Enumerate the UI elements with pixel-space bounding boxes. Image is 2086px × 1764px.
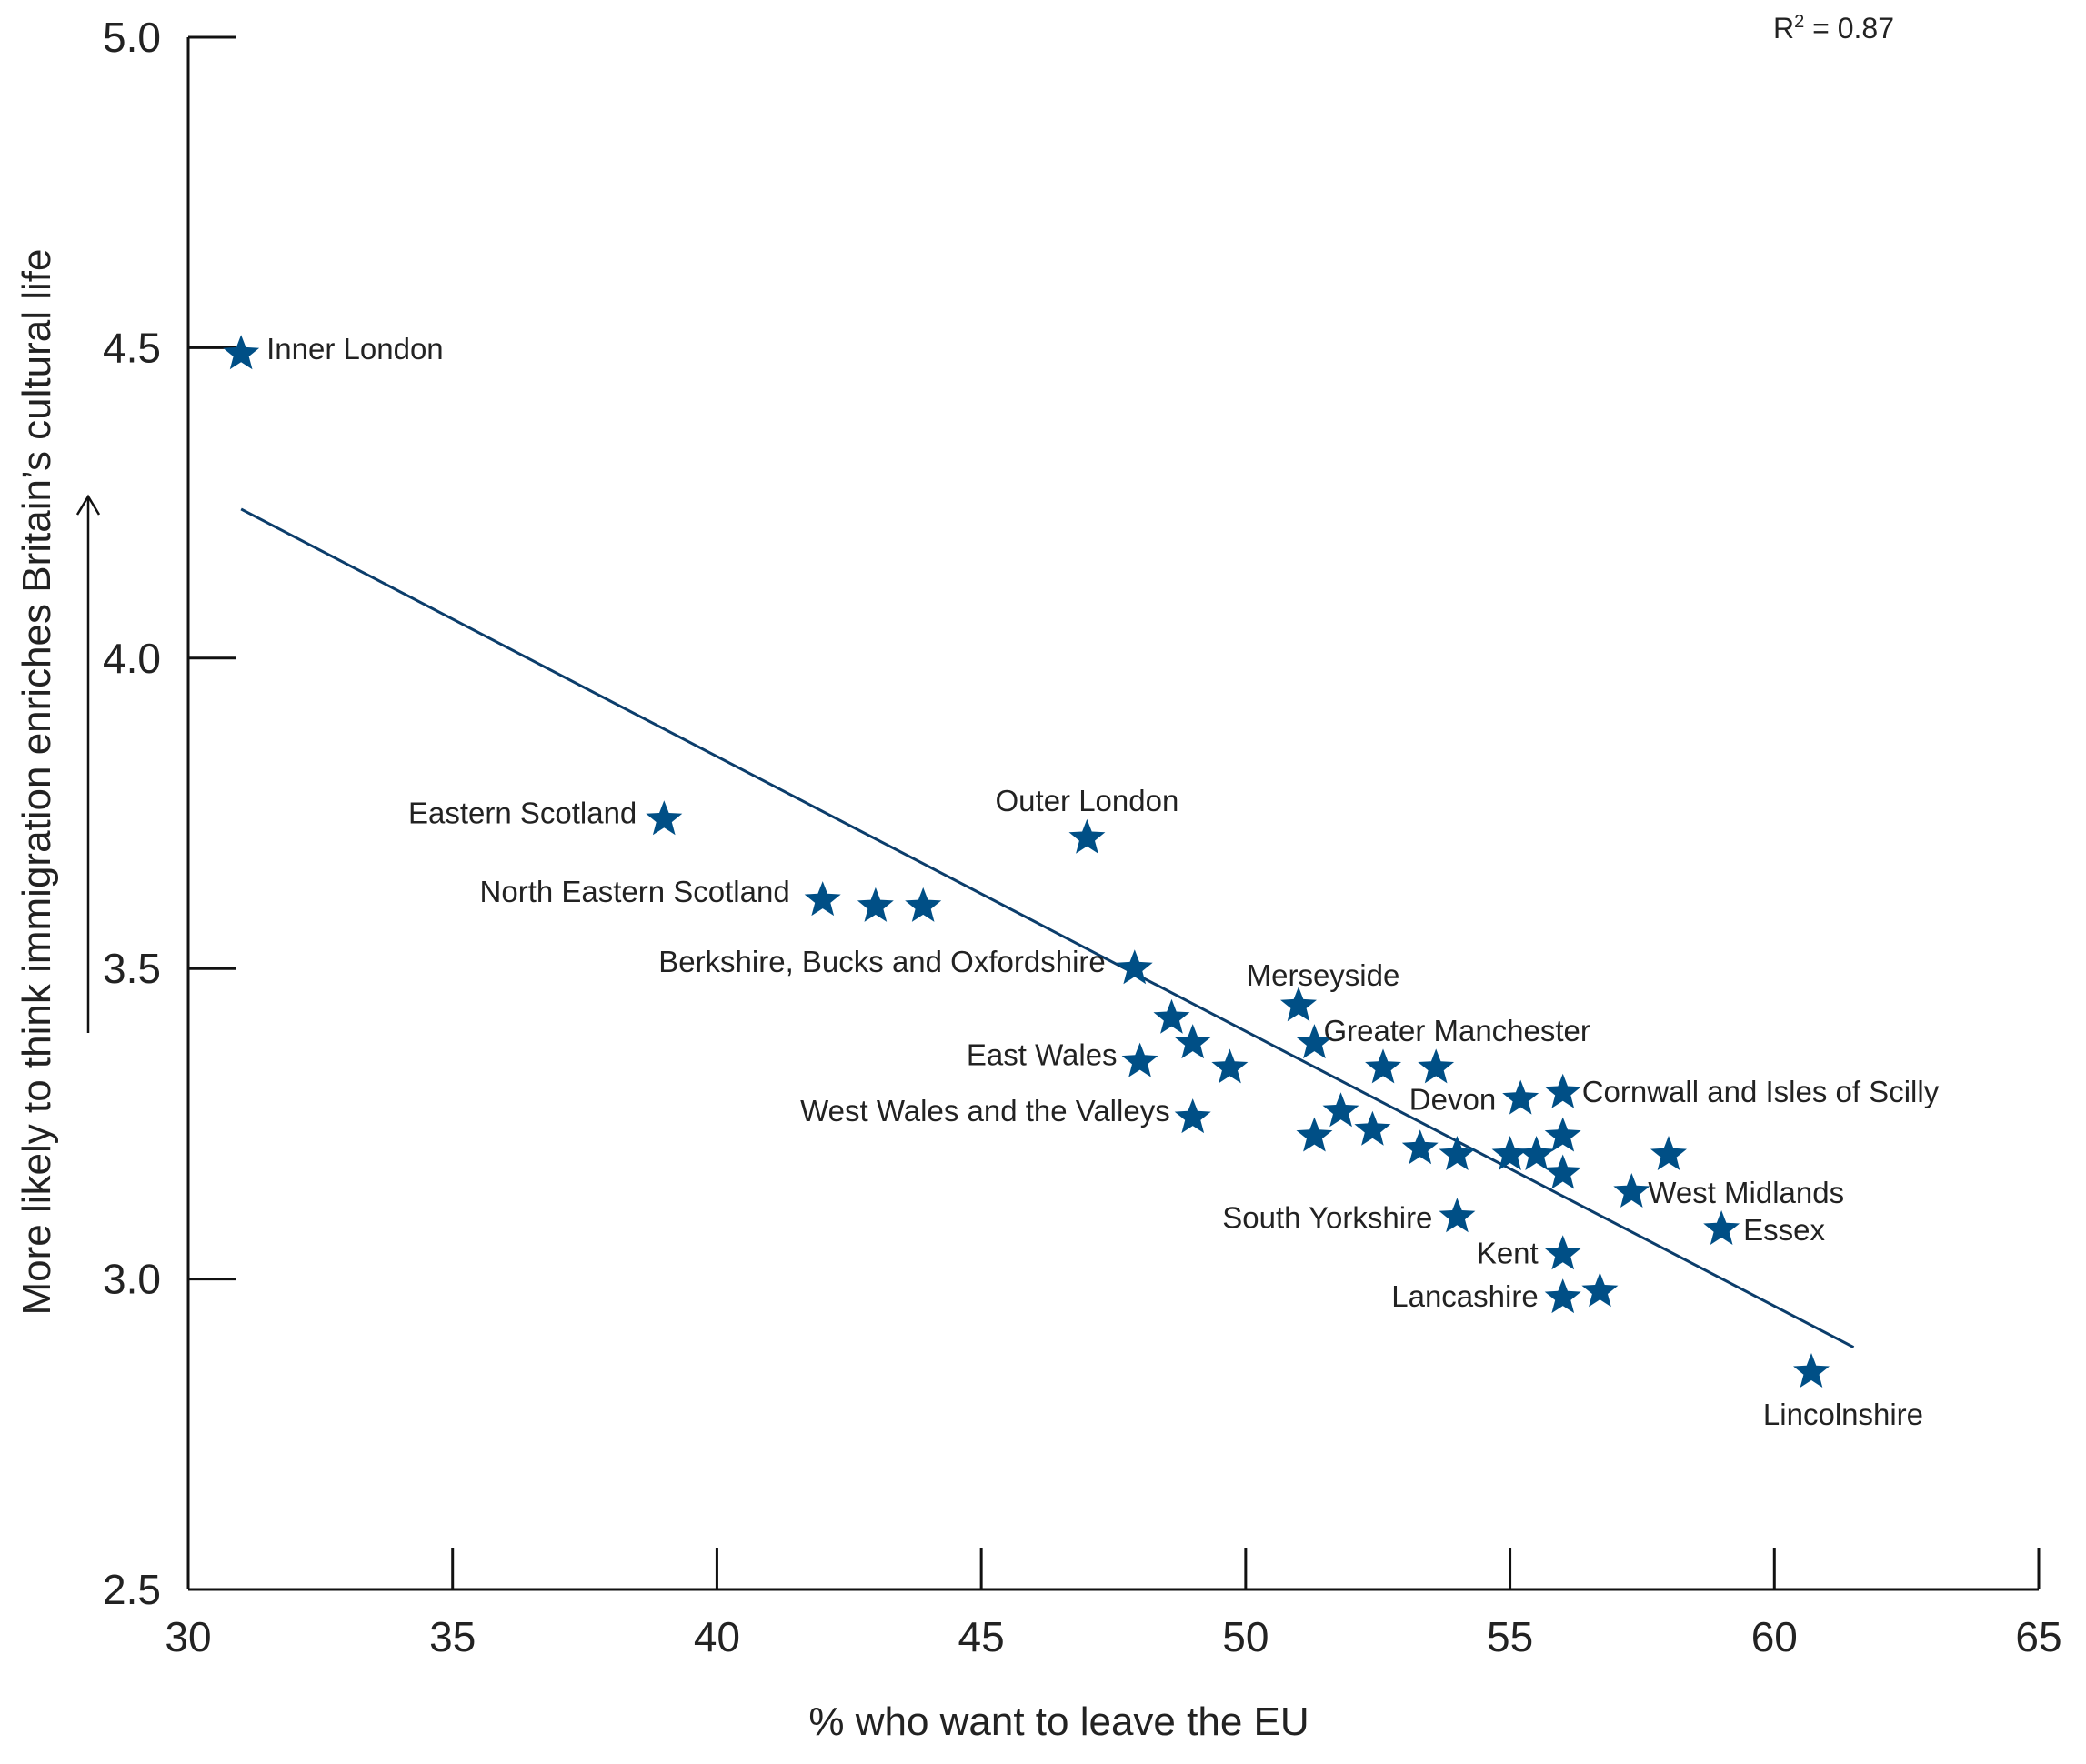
x-axis-title: % who want to leave the EU bbox=[808, 1699, 1309, 1744]
y-tick-label: 2.5 bbox=[103, 1566, 161, 1613]
data-point-star bbox=[1211, 1048, 1249, 1084]
y-axis-title: More likely to think immigration enriche… bbox=[15, 249, 59, 1316]
data-point-star bbox=[804, 881, 841, 917]
data-point-star bbox=[1418, 1048, 1455, 1084]
x-tick-label: 50 bbox=[1222, 1613, 1269, 1660]
data-point-star bbox=[1153, 998, 1190, 1034]
data-point-star bbox=[1544, 1117, 1581, 1152]
x-tick-label: 45 bbox=[958, 1613, 1005, 1660]
axis-text-group: 2.5 3.0 3.5 4.0 4.5 5.0 30 35 40 45 50 55 60 65 % who … bbox=[15, 12, 2062, 1744]
x-tick-label: 60 bbox=[1751, 1613, 1798, 1660]
data-point-star bbox=[1703, 1210, 1740, 1245]
x-tick-label: 65 bbox=[2015, 1613, 2061, 1660]
y-tick-label: 3.0 bbox=[103, 1256, 161, 1303]
y-tick-label: 4.5 bbox=[103, 324, 161, 371]
data-point-star bbox=[905, 887, 942, 922]
data-point-star bbox=[1365, 1048, 1401, 1084]
point-label: West Midlands bbox=[1648, 1176, 1844, 1209]
x-tick-label: 30 bbox=[165, 1613, 211, 1660]
point-label: Greater Manchester bbox=[1323, 1014, 1590, 1047]
data-point-star bbox=[1544, 1154, 1581, 1189]
data-point-star bbox=[1296, 1024, 1333, 1059]
data-point-star bbox=[1174, 1098, 1211, 1134]
data-point-star bbox=[1296, 1117, 1333, 1152]
trendline-group bbox=[240, 507, 1855, 1349]
point-label: West Wales and the Valleys bbox=[800, 1094, 1170, 1128]
data-point-star bbox=[1491, 1136, 1529, 1170]
y-direction-arrowhead bbox=[75, 494, 101, 516]
point-label: Kent bbox=[1477, 1236, 1539, 1269]
data-point-star bbox=[1439, 1198, 1476, 1233]
point-labels-group: Inner London Eastern Scotland North Easter… bbox=[266, 332, 1940, 1431]
data-point-star bbox=[1280, 987, 1317, 1022]
axes-group bbox=[75, 35, 2041, 1591]
x-tick-label: 35 bbox=[429, 1613, 476, 1660]
point-label: Devon bbox=[1409, 1083, 1496, 1117]
data-point-star bbox=[1502, 1079, 1539, 1115]
point-label: Inner London bbox=[266, 332, 444, 366]
r-squared-label: R2 = 0.87 bbox=[1773, 12, 1894, 45]
point-label: Lancashire bbox=[1391, 1279, 1538, 1313]
data-point-star bbox=[1401, 1129, 1439, 1165]
y-tick-label: 3.5 bbox=[103, 945, 161, 992]
data-point-star bbox=[223, 335, 260, 370]
data-point-star bbox=[1322, 1092, 1359, 1128]
y-tick-label: 5.0 bbox=[103, 14, 161, 61]
data-point-star bbox=[1544, 1235, 1581, 1270]
y-tick-label: 4.0 bbox=[103, 635, 161, 682]
point-label: Cornwall and Isles of Scilly bbox=[1582, 1075, 1940, 1108]
data-point-star bbox=[1650, 1136, 1687, 1170]
point-label: South Yorkshire bbox=[1222, 1200, 1432, 1234]
point-label: Essex bbox=[1743, 1213, 1825, 1247]
data-point-star bbox=[1581, 1272, 1619, 1308]
point-label: Outer London bbox=[996, 784, 1179, 817]
point-label: North Eastern Scotland bbox=[480, 875, 790, 908]
data-point-star bbox=[1174, 1024, 1211, 1059]
data-point-star bbox=[646, 800, 683, 836]
point-label: Eastern Scotland bbox=[408, 796, 637, 829]
data-point-star bbox=[1354, 1110, 1391, 1146]
data-point-star bbox=[1068, 818, 1106, 854]
data-point-star bbox=[1518, 1136, 1555, 1170]
data-point-star bbox=[857, 887, 894, 922]
point-label: Berkshire, Bucks and Oxfordshire bbox=[658, 945, 1106, 978]
point-label: Lincolnshire bbox=[1763, 1398, 1923, 1431]
x-tick-label: 40 bbox=[694, 1613, 740, 1660]
points-group bbox=[223, 335, 1830, 1388]
trendline bbox=[240, 507, 1855, 1349]
data-point-star bbox=[1116, 949, 1153, 985]
point-label: Merseyside bbox=[1247, 958, 1400, 992]
data-point-star bbox=[1793, 1353, 1830, 1388]
x-tick-label: 55 bbox=[1487, 1613, 1533, 1660]
data-point-star bbox=[1439, 1136, 1476, 1170]
data-point-star bbox=[1121, 1042, 1158, 1077]
data-point-star bbox=[1613, 1173, 1650, 1208]
data-point-star bbox=[1544, 1278, 1581, 1314]
data-point-star bbox=[1544, 1073, 1581, 1108]
point-label: East Wales bbox=[967, 1038, 1118, 1072]
